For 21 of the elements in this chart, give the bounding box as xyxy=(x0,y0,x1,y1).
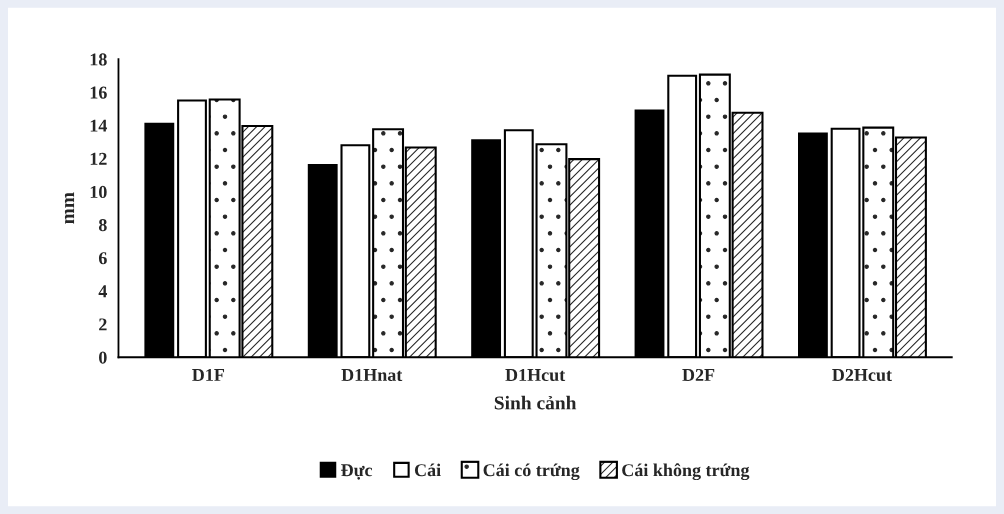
y-tick-label: 14 xyxy=(90,119,108,132)
y-tick-label: 16 xyxy=(90,86,107,99)
y-tick-label: 10 xyxy=(90,185,107,199)
y-tick-label: 18 xyxy=(90,53,107,66)
legend-label: Cái xyxy=(414,463,441,477)
legend-label: Đực xyxy=(341,464,373,480)
x-tick-label: D2F xyxy=(682,368,715,381)
y-tick-label: 8 xyxy=(98,218,107,232)
y-tick-label: 4 xyxy=(98,285,108,298)
y-tick-label: 2 xyxy=(99,318,107,331)
y-tick-label: 6 xyxy=(98,252,107,265)
y-axis-title: mm xyxy=(64,192,75,224)
x-tick-label: D2Hcut xyxy=(832,368,892,382)
x-axis-title: Sinh cảnh xyxy=(494,395,577,410)
x-tick-label: D1Hcut xyxy=(505,368,566,382)
x-tick-label: D1Hnat xyxy=(341,368,403,382)
x-tick-label: D1F xyxy=(192,368,225,381)
legend-label: Cái có trứng xyxy=(483,463,580,481)
legend-label: Cái không trứng xyxy=(622,463,750,481)
y-tick-label: 0 xyxy=(99,351,107,364)
y-tick-label: 12 xyxy=(90,152,107,165)
